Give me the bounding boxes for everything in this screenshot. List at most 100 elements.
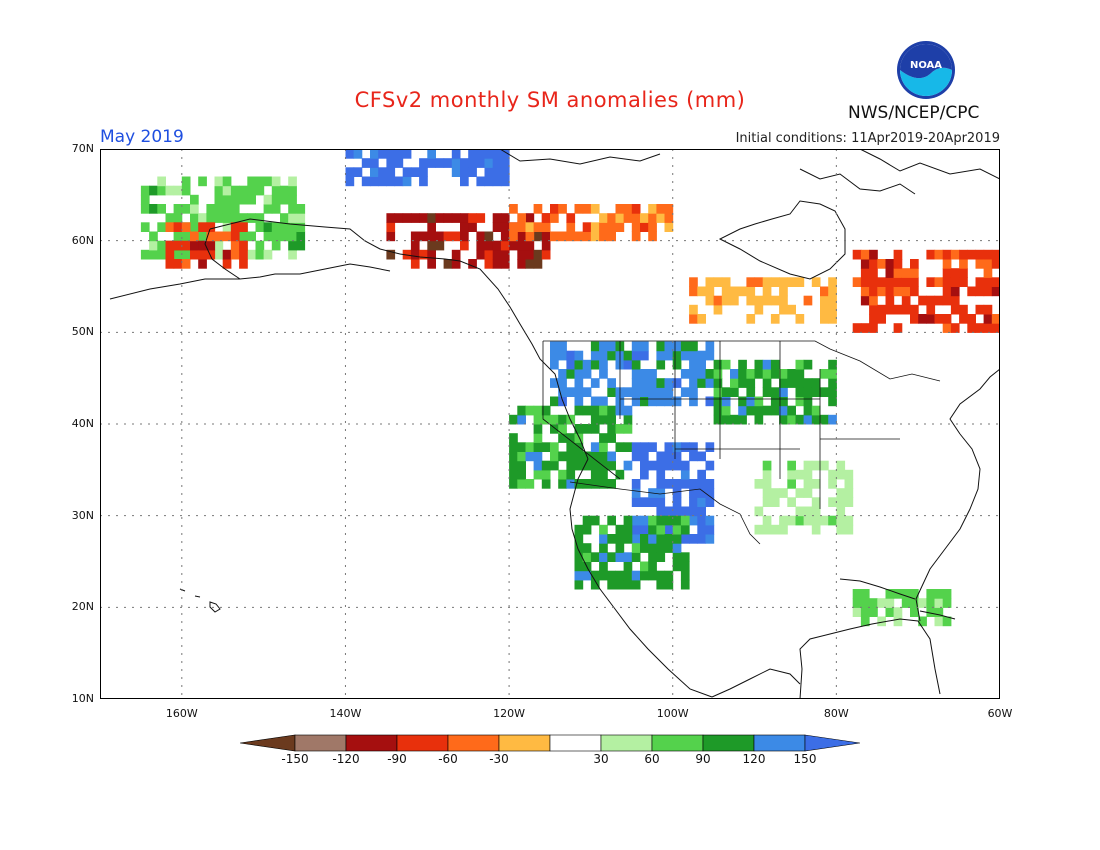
anomaly-cell (410, 213, 420, 223)
anomaly-cell (623, 213, 633, 223)
anomaly-cell (926, 277, 936, 287)
anomaly-cell (198, 259, 207, 269)
anomaly-cell (672, 341, 682, 352)
color-scale-label: -30 (489, 752, 509, 766)
anomaly-cell (149, 249, 158, 260)
anomaly-cell (230, 204, 240, 214)
anomaly-cell (599, 396, 608, 407)
anomaly-cell (239, 222, 248, 232)
anomaly-cell (590, 341, 600, 352)
anomaly-cell (353, 167, 363, 177)
color-swatch (345, 734, 398, 752)
anomaly-cell (558, 469, 567, 480)
anomaly-cell (820, 286, 829, 297)
anomaly-cell (149, 231, 158, 242)
anomaly-cell (394, 176, 404, 187)
anomaly-cell (926, 607, 936, 617)
anomaly-cell (672, 552, 682, 562)
anomaly-cell (484, 158, 494, 168)
anomaly-cell (533, 433, 543, 443)
anomaly-cell (828, 369, 837, 379)
anomaly-cell (640, 543, 649, 553)
anomaly-cell (672, 506, 682, 517)
anomaly-cell (271, 194, 281, 205)
anomaly-cell (828, 469, 837, 480)
anomaly-cell (590, 414, 600, 425)
anomaly-cell (631, 570, 641, 581)
color-swatch (396, 734, 449, 752)
anomaly-cell (705, 286, 715, 297)
anomaly-cell (860, 323, 870, 333)
anomaly-cell (509, 231, 518, 242)
anomaly-cell (623, 405, 633, 416)
anomaly-cell (402, 149, 412, 159)
anomaly-cell (386, 176, 396, 187)
anomaly-cell (860, 589, 870, 599)
anomaly-cell (828, 378, 837, 388)
anomaly-cell (869, 286, 878, 297)
anomaly-cell (517, 479, 526, 489)
anomaly-cell (550, 460, 559, 471)
anomaly-cell (803, 488, 813, 498)
anomaly-cell (214, 185, 224, 196)
anomaly-cell (648, 570, 657, 581)
anomaly-cell (787, 304, 796, 315)
anomaly-cell (615, 424, 625, 434)
anomaly-cell (247, 249, 256, 260)
anomaly-cell (615, 524, 625, 535)
anomaly-cell (730, 414, 739, 425)
anomaly-cell (222, 185, 232, 196)
anomaly-cell (165, 185, 175, 196)
anomaly-cell (607, 579, 616, 590)
anomaly-cell (623, 204, 633, 214)
anomaly-cell (353, 149, 363, 159)
anomaly-cell (247, 213, 256, 223)
anomaly-cell (967, 286, 976, 297)
anomaly-cell (492, 259, 502, 269)
anomaly-cell (926, 295, 936, 306)
anomaly-cell (689, 396, 698, 407)
anomaly-cell (533, 405, 543, 416)
anomaly-cell (640, 378, 649, 388)
anomaly-cell (222, 259, 232, 269)
anomaly-cell (697, 469, 706, 480)
anomaly-cell (590, 469, 600, 480)
anomaly-cell (460, 222, 469, 232)
anomaly-cell (910, 277, 919, 287)
anomaly-cell (607, 424, 616, 434)
anomaly-cell (680, 442, 690, 452)
anomaly-cell (550, 204, 559, 214)
anomaly-cell (770, 387, 780, 397)
color-scale-label: 60 (644, 752, 660, 766)
anomaly-cell (451, 167, 461, 177)
anomaly-cell (566, 387, 576, 397)
anomaly-cell (525, 442, 535, 452)
anomaly-cell (689, 350, 698, 361)
anomaly-cell (828, 497, 837, 507)
anomaly-cell (656, 479, 666, 489)
anomaly-cell (828, 479, 837, 489)
color-scale-label: -120 (332, 752, 360, 766)
anomaly-cell (419, 231, 428, 242)
anomaly-cell (942, 249, 952, 260)
anomaly-cell (721, 277, 731, 287)
anomaly-cell (517, 213, 526, 223)
anomaly-cell (738, 414, 747, 425)
anomaly-cell (828, 387, 837, 397)
anomaly-cell (762, 387, 772, 397)
anomaly-cell (836, 488, 846, 498)
anomaly-cell (713, 396, 723, 407)
anomaly-cell (378, 149, 387, 159)
graticule (100, 149, 1000, 699)
anomaly-cell (648, 543, 657, 553)
anomaly-cell (664, 451, 674, 462)
anomaly-cell (607, 515, 616, 526)
anomaly-cell (648, 369, 657, 379)
anomaly-cell (451, 158, 461, 168)
anomaly-cell (811, 277, 821, 287)
anomaly-cell (860, 295, 870, 306)
anomaly-cell (730, 387, 739, 397)
anomaly-cell (296, 213, 306, 223)
anomaly-cell (672, 524, 682, 535)
anomaly-cell (623, 552, 633, 562)
